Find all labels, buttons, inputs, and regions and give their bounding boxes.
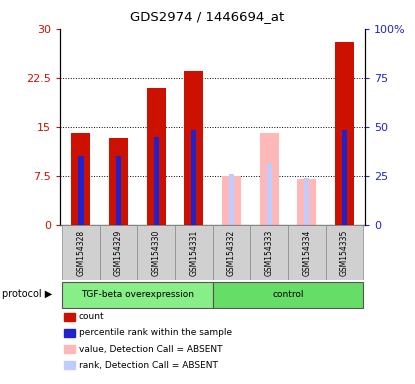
- Bar: [71, 133, 90, 225]
- Text: rank, Detection Call = ABSENT: rank, Detection Call = ABSENT: [79, 361, 218, 370]
- Bar: [116, 156, 121, 225]
- Text: GSM154333: GSM154333: [265, 229, 273, 276]
- Bar: [266, 163, 272, 225]
- Text: control: control: [272, 290, 304, 299]
- Text: GSM154330: GSM154330: [152, 229, 161, 276]
- Text: GDS2974 / 1446694_at: GDS2974 / 1446694_at: [130, 10, 285, 23]
- Bar: [326, 225, 363, 280]
- Bar: [62, 225, 100, 280]
- Bar: [250, 225, 288, 280]
- Text: protocol ▶: protocol ▶: [2, 289, 52, 299]
- Bar: [100, 225, 137, 280]
- Bar: [109, 139, 128, 225]
- Text: GSM154335: GSM154335: [340, 229, 349, 276]
- Text: TGF-beta overexpression: TGF-beta overexpression: [81, 290, 194, 299]
- Text: GSM154329: GSM154329: [114, 229, 123, 276]
- Bar: [222, 176, 241, 225]
- Bar: [213, 225, 250, 280]
- Text: GSM154331: GSM154331: [189, 229, 198, 276]
- Bar: [213, 282, 363, 308]
- Bar: [175, 225, 213, 280]
- Bar: [288, 225, 326, 280]
- Text: value, Detection Call = ABSENT: value, Detection Call = ABSENT: [79, 344, 222, 354]
- Bar: [147, 88, 166, 225]
- Text: count: count: [79, 312, 105, 321]
- Bar: [342, 130, 347, 225]
- Text: GSM154328: GSM154328: [76, 229, 85, 276]
- Bar: [260, 133, 278, 225]
- Bar: [229, 174, 234, 225]
- Bar: [184, 71, 203, 225]
- Text: GSM154334: GSM154334: [303, 229, 311, 276]
- Bar: [78, 156, 83, 225]
- Bar: [298, 179, 316, 225]
- Bar: [335, 42, 354, 225]
- Bar: [62, 282, 212, 308]
- Bar: [304, 178, 310, 225]
- Text: GSM154332: GSM154332: [227, 229, 236, 276]
- Bar: [154, 137, 159, 225]
- Bar: [137, 225, 175, 280]
- Bar: [191, 130, 196, 225]
- Text: percentile rank within the sample: percentile rank within the sample: [79, 328, 232, 338]
